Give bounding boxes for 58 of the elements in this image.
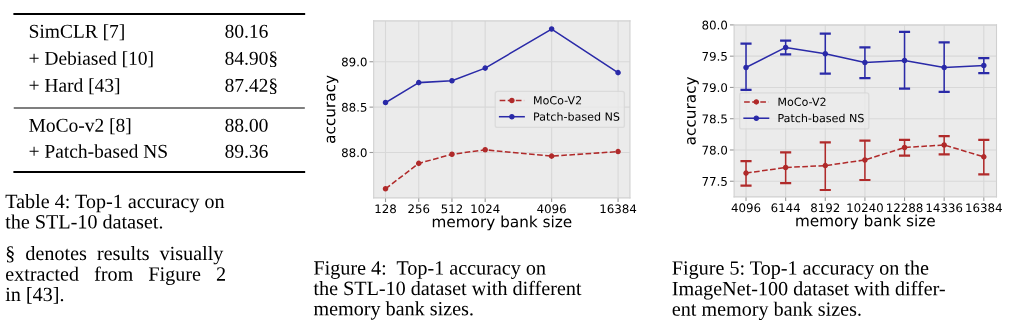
caption: Figure 4: Top-1 accuracy on the STL-10 dataset with different memory bank sizes.: [313, 261, 582, 320]
y-axis-title: accuracy: [687, 76, 699, 145]
text: 80.16: [225, 24, 268, 38]
x-axis-title: memory bank size: [432, 215, 572, 231]
x-tick-label: 10240: [847, 203, 883, 213]
point: [862, 59, 868, 66]
point: [941, 64, 947, 71]
y-tick-label: 88.5: [341, 102, 367, 112]
y-tick-label: 79.5: [702, 51, 727, 61]
point: [862, 157, 868, 163]
text: MoCo-v2 [8]: [29, 118, 131, 135]
y-tick-label: 78.0: [702, 145, 728, 155]
y-tick-label: 80.0: [702, 20, 728, 30]
point: [743, 64, 749, 71]
text: 87.42§: [225, 78, 277, 95]
x-tick-label: 512: [441, 204, 463, 214]
point: [941, 142, 947, 148]
y-tick-label: 89.0: [341, 57, 367, 67]
text: + Hard [43]: [29, 78, 120, 95]
x-tick-label: 4096: [731, 203, 761, 213]
x-axis-title: memory bank size: [796, 214, 935, 230]
x-tick-label: 12288: [887, 203, 923, 213]
point: [822, 162, 829, 169]
x-tick-label: 14336: [926, 203, 963, 213]
x-tick-label: 16384: [600, 204, 637, 214]
x-tick-label: 256: [408, 204, 430, 214]
text: § denotes results visually extracted from Figure 2 in [43].: [5, 246, 225, 304]
x-tick-label: 8192: [811, 203, 840, 213]
x-tick-label: 16384: [966, 203, 1002, 213]
x-tick-label: 4096: [537, 204, 566, 214]
point: [822, 50, 829, 57]
caption: Figure 5: Top-1 accuracy on the ImageNet-100 dataset with differ- ent memory bank sizes.: [672, 260, 945, 321]
text: 84.90§: [225, 51, 277, 68]
point: [901, 57, 908, 64]
point: [981, 62, 987, 69]
text: 89.36: [225, 144, 268, 158]
text: 88.00: [225, 118, 268, 132]
point: [743, 170, 749, 176]
x-tick-label: 128: [375, 204, 396, 214]
text: + Patch-based NS: [29, 144, 167, 158]
text: + Debiased [10]: [29, 51, 153, 68]
x-tick-label: 1024: [471, 204, 500, 214]
legend-label: MoCo-V2: [534, 96, 582, 105]
y-tick-label: 88.0: [341, 148, 367, 158]
x-tick-label: 6144: [771, 203, 801, 213]
point: [782, 164, 789, 171]
point: [981, 154, 987, 160]
legend-label: Patch-based NS: [534, 112, 620, 121]
legend-label: MoCo-V2: [778, 97, 826, 106]
caption: Table 4: Top-1 accuracy on the STL-10 dataset.: [5, 194, 225, 229]
text: SimCLR [7]: [29, 24, 124, 41]
point: [901, 144, 908, 151]
y-tick-label: 78.5: [702, 114, 727, 124]
y-tick-label: 77.5: [702, 177, 727, 186]
legend-label: Patch-based NS: [778, 113, 864, 123]
y-tick-label: 79.0: [702, 83, 728, 93]
y-axis-title: accuracy: [326, 75, 339, 143]
point: [782, 44, 789, 51]
